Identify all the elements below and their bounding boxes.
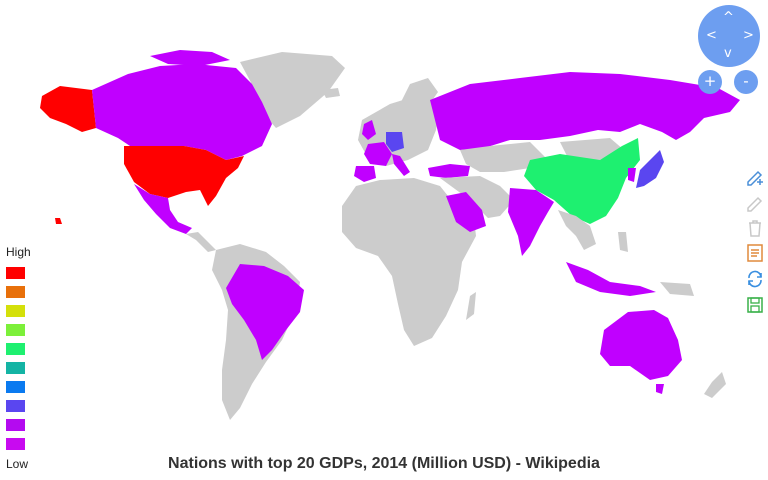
legend-swatch-2 bbox=[6, 286, 25, 298]
mongolia[interactable] bbox=[560, 138, 624, 160]
pan-left-button[interactable]: < bbox=[706, 28, 717, 43]
trash-icon[interactable] bbox=[744, 217, 766, 239]
scandinavia[interactable] bbox=[398, 78, 438, 122]
region-usa[interactable] bbox=[124, 146, 244, 206]
africa[interactable] bbox=[342, 178, 476, 346]
central-asia[interactable] bbox=[460, 142, 546, 172]
region-uk[interactable] bbox=[362, 120, 376, 140]
legend bbox=[6, 267, 25, 457]
southeast-asia[interactable] bbox=[558, 210, 596, 250]
region-indonesia[interactable] bbox=[566, 262, 656, 296]
central-america[interactable] bbox=[186, 232, 216, 252]
region-france[interactable] bbox=[364, 142, 392, 166]
legend-swatch-9 bbox=[6, 419, 25, 431]
region-alaska[interactable] bbox=[40, 86, 96, 132]
legend-high-label: High bbox=[6, 245, 31, 259]
region-japan[interactable] bbox=[636, 150, 664, 188]
pencil-icon[interactable] bbox=[744, 191, 766, 213]
region-saudi-arabia[interactable] bbox=[446, 192, 486, 232]
region-mexico[interactable] bbox=[134, 184, 192, 234]
madagascar[interactable] bbox=[466, 292, 476, 320]
greenland[interactable] bbox=[240, 52, 345, 128]
legend-swatch-8 bbox=[6, 400, 25, 412]
pan-right-button[interactable]: > bbox=[743, 28, 754, 43]
philippines[interactable] bbox=[618, 232, 628, 252]
legend-swatch-4 bbox=[6, 324, 25, 336]
save-icon[interactable] bbox=[744, 294, 766, 316]
legend-swatch-1 bbox=[6, 267, 25, 279]
region-brazil[interactable] bbox=[226, 264, 304, 360]
legend-low-label: Low bbox=[6, 457, 29, 471]
pan-control[interactable]: ^ v < > bbox=[698, 5, 760, 67]
region-russia[interactable] bbox=[430, 72, 740, 150]
region-italy[interactable] bbox=[392, 154, 410, 176]
region-hawaii[interactable] bbox=[55, 218, 62, 224]
legend-swatch-3 bbox=[6, 305, 25, 317]
papua-new-guinea[interactable] bbox=[660, 282, 694, 296]
region-canada-islands[interactable] bbox=[150, 50, 230, 66]
new-zealand[interactable] bbox=[704, 372, 726, 398]
legend-swatch-10 bbox=[6, 438, 25, 450]
legend-swatch-6 bbox=[6, 362, 25, 374]
region-australia[interactable] bbox=[600, 310, 682, 380]
region-spain[interactable] bbox=[354, 166, 376, 182]
refresh-icon[interactable] bbox=[744, 268, 766, 290]
legend-swatch-7 bbox=[6, 381, 25, 393]
iceland[interactable] bbox=[322, 88, 340, 98]
region-canada[interactable] bbox=[92, 64, 272, 160]
region-tasmania[interactable] bbox=[656, 384, 664, 394]
zoom-out-button[interactable]: - bbox=[734, 70, 758, 94]
legend-swatch-5 bbox=[6, 343, 25, 355]
document-icon[interactable] bbox=[744, 242, 766, 264]
region-south-korea[interactable] bbox=[628, 168, 636, 182]
region-india[interactable] bbox=[508, 188, 554, 256]
zoom-in-button[interactable]: + bbox=[698, 70, 722, 94]
pan-down-button[interactable]: v bbox=[724, 46, 732, 61]
region-turkey[interactable] bbox=[428, 164, 470, 178]
region-china[interactable] bbox=[524, 138, 640, 224]
map-title: Nations with top 20 GDPs, 2014 (Million … bbox=[168, 455, 600, 472]
pencil-plus-icon[interactable] bbox=[744, 165, 766, 187]
pan-up-button[interactable]: ^ bbox=[723, 10, 734, 25]
region-germany[interactable] bbox=[386, 132, 404, 152]
middle-east[interactable] bbox=[440, 176, 514, 218]
